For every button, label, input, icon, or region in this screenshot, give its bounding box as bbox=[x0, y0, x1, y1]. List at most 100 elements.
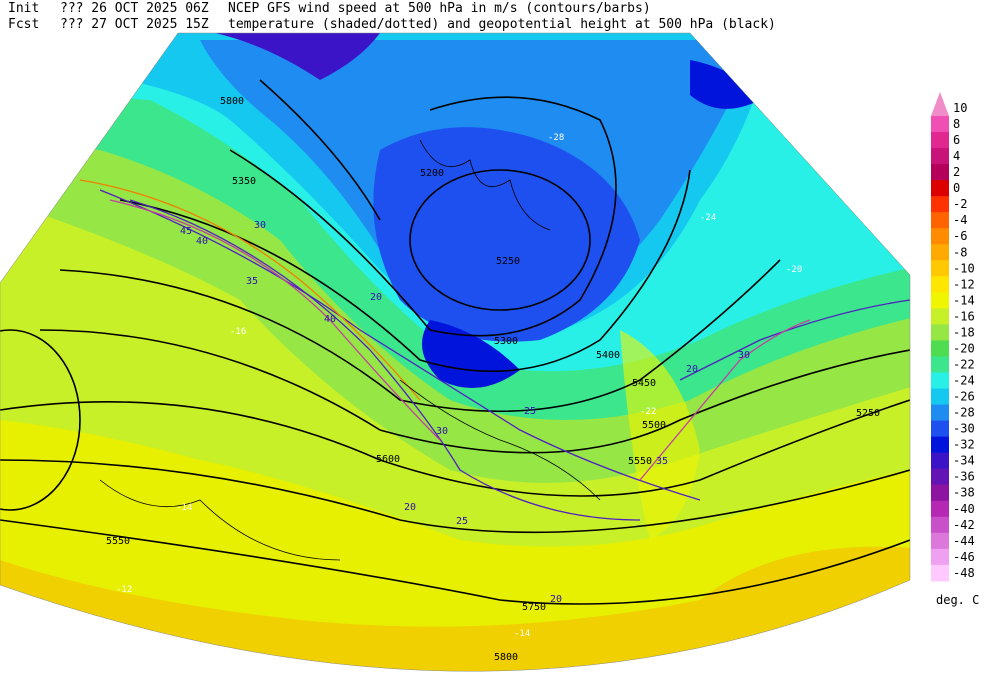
colorbar-swatch bbox=[931, 212, 949, 229]
colorbar-swatch bbox=[931, 356, 949, 373]
colorbar-label: 0 bbox=[953, 181, 960, 195]
colorbar-swatch bbox=[931, 564, 949, 582]
colorbar-swatch bbox=[931, 148, 949, 165]
wind-label: 30 bbox=[738, 350, 750, 361]
height-label: 5200 bbox=[420, 168, 444, 179]
wind-label: 20 bbox=[550, 594, 562, 605]
height-label: 5550 bbox=[106, 536, 130, 547]
wind-label: 30 bbox=[436, 426, 448, 437]
colorbar-label: -20 bbox=[953, 341, 975, 355]
temp-label: -16 bbox=[230, 327, 246, 337]
colorbar-swatch bbox=[931, 548, 949, 566]
height-label: 5250 bbox=[496, 256, 520, 267]
colorbar-label: -34 bbox=[953, 454, 975, 468]
colorbar-label: -38 bbox=[953, 486, 975, 500]
colorbar-swatch bbox=[931, 532, 949, 550]
colorbar-label: -40 bbox=[953, 502, 975, 516]
colorbar-label: -14 bbox=[953, 293, 975, 307]
colorbar-label: -46 bbox=[953, 550, 975, 564]
colorbar-swatch bbox=[931, 436, 949, 454]
temp-label: -20 bbox=[786, 265, 802, 275]
wind-label: 30 bbox=[254, 220, 266, 231]
fcst-label: Fcst bbox=[8, 17, 39, 32]
colorbar-label: 2 bbox=[953, 165, 960, 179]
colorbar-swatch bbox=[931, 308, 949, 325]
map-boundary bbox=[0, 32, 911, 672]
wind-label: 35 bbox=[246, 276, 258, 287]
colorbar: 10 8 6 4 2 0 -2 -4 -6 -8 -10 -12 -14 -16 -18 -20 -22 -24 -… bbox=[931, 92, 975, 582]
colorbar-label: -36 bbox=[953, 470, 975, 484]
wind-label: 40 bbox=[324, 314, 336, 325]
wind-label: 25 bbox=[524, 406, 536, 417]
wind-label: 25 bbox=[456, 516, 468, 527]
colorbar-swatch bbox=[931, 484, 949, 502]
colorbar-unit: deg. C bbox=[936, 593, 979, 607]
temp-label: -14 bbox=[514, 629, 530, 639]
height-label: 5450 bbox=[632, 378, 656, 389]
map-labels: 5800 5350 5250 5300 5400 5450 5500 5550 … bbox=[106, 96, 880, 663]
init-time: ??? 26 OCT 2025 06Z bbox=[60, 1, 209, 16]
colorbar-swatch bbox=[931, 516, 949, 534]
colorbar-label: -24 bbox=[953, 374, 975, 388]
colorbar-label: -26 bbox=[953, 390, 975, 404]
temp-label: -24 bbox=[700, 213, 716, 223]
colorbar-label: -42 bbox=[953, 518, 975, 532]
temp-label: -28 bbox=[548, 133, 564, 143]
wind-label: 20 bbox=[370, 292, 382, 303]
fcst-time: ??? 27 OCT 2025 15Z bbox=[60, 17, 209, 32]
colorbar-swatch bbox=[931, 372, 949, 390]
colorbar-swatch bbox=[931, 116, 949, 133]
temp-label: -22 bbox=[640, 407, 656, 417]
wind-label: 20 bbox=[404, 502, 416, 513]
wind-label: 35 bbox=[656, 456, 668, 467]
colorbar-label: 8 bbox=[953, 117, 960, 131]
colorbar-label: -2 bbox=[953, 197, 967, 211]
colorbar-label: -18 bbox=[953, 325, 975, 339]
colorbar-swatch bbox=[931, 388, 949, 406]
colorbar-label: -6 bbox=[953, 229, 967, 243]
height-label: 5600 bbox=[376, 454, 400, 465]
colorbar-swatch bbox=[931, 164, 949, 181]
temp-label: -14 bbox=[176, 503, 192, 513]
init-label: Init bbox=[8, 1, 39, 16]
colorbar-label: -32 bbox=[953, 438, 975, 452]
colorbar-arrow bbox=[931, 92, 949, 117]
colorbar-swatch bbox=[931, 324, 949, 341]
colorbar-swatch bbox=[931, 276, 949, 293]
colorbar-label: -22 bbox=[953, 357, 975, 371]
colorbar-swatch bbox=[931, 404, 949, 422]
colorbar-swatch bbox=[931, 420, 949, 438]
title-line1: NCEP GFS wind speed at 500 hPa in m/s (c… bbox=[228, 1, 651, 16]
colorbar-swatch bbox=[931, 292, 949, 309]
title-line2: temperature (shaded/dotted) and geopoten… bbox=[228, 17, 776, 32]
colorbar-swatch bbox=[931, 452, 949, 470]
height-label: 5750 bbox=[522, 602, 546, 613]
colorbar-label: -30 bbox=[953, 422, 975, 436]
height-label: 5800 bbox=[494, 652, 518, 663]
colorbar-label: -28 bbox=[953, 406, 975, 420]
colorbar-label: -10 bbox=[953, 261, 975, 275]
height-label: 5400 bbox=[596, 350, 620, 361]
height-label: 5350 bbox=[232, 176, 256, 187]
colorbar-label: -48 bbox=[953, 566, 975, 580]
colorbar-label: -16 bbox=[953, 309, 975, 323]
temp-label: -12 bbox=[116, 585, 132, 595]
height-label: 5550 bbox=[628, 456, 652, 467]
colorbar-swatch bbox=[931, 132, 949, 149]
height-label: 5300 bbox=[494, 336, 518, 347]
colorbar-swatch bbox=[931, 500, 949, 518]
height-label: 5250 bbox=[856, 408, 880, 419]
colorbar-swatch bbox=[931, 228, 949, 245]
colorbar-swatch bbox=[931, 468, 949, 486]
height-label: 5500 bbox=[642, 420, 666, 431]
height-label: 5800 bbox=[220, 96, 244, 107]
colorbar-swatch bbox=[931, 244, 949, 261]
colorbar-label: 10 bbox=[953, 101, 967, 115]
wind-label: 45 bbox=[180, 226, 192, 237]
colorbar-label: 4 bbox=[953, 149, 960, 163]
colorbar-label: -8 bbox=[953, 245, 967, 259]
wind-label: 20 bbox=[686, 364, 698, 375]
colorbar-label: -44 bbox=[953, 534, 975, 548]
colorbar-swatch bbox=[931, 196, 949, 213]
